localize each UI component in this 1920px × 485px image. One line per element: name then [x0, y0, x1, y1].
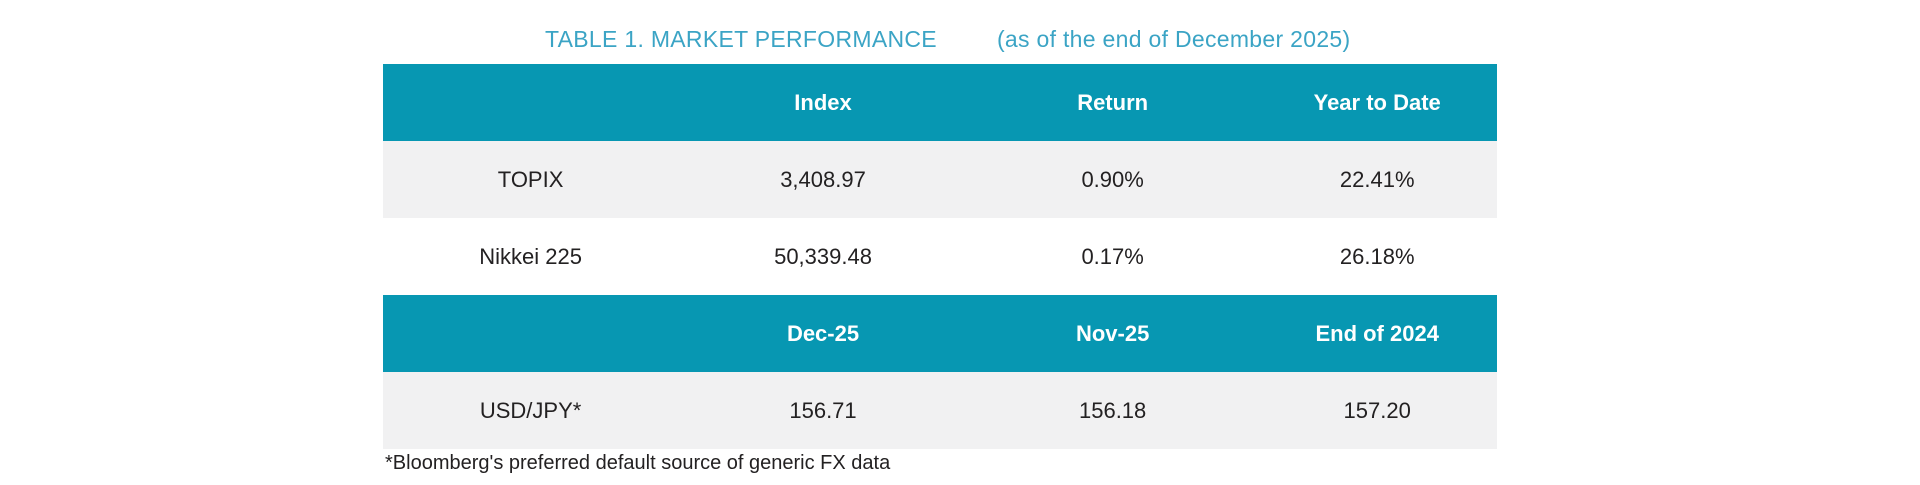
cell-usdjpy-label: USD/JPY* [479, 397, 582, 423]
table-title: TABLE 1. MARKET PERFORMANCE (as of the e… [383, 26, 1497, 53]
table-row-usdjpy: USD/JPY* 156.71 156.18 157.20 [383, 372, 1497, 449]
cell-usdjpy-end2024: 157.20 [1343, 397, 1411, 423]
header-cell-index: Index [794, 89, 852, 115]
table-title-text: TABLE 1. MARKET PERFORMANCE [545, 26, 937, 52]
table-title-asof: (as of the end of December 2025) [996, 26, 1351, 52]
cell-topix-label: TOPIX [497, 166, 564, 192]
footnote: *Bloomberg's preferred default source of… [385, 452, 891, 474]
cell-topix-ytd: 22.41% [1339, 166, 1415, 192]
header-row-index: Index Return Year to Date [383, 64, 1497, 141]
cell-usdjpy-nov: 156.18 [1078, 397, 1147, 423]
header-cell-end2024: End of 2024 [1315, 320, 1439, 346]
header-row-fx: Dec-25 Nov-25 End of 2024 [383, 295, 1497, 372]
cell-nikkei-label: Nikkei 225 [479, 243, 582, 269]
cell-nikkei-return: 0.17% [1081, 243, 1144, 269]
header-cell-return: Return [1077, 89, 1149, 115]
market-performance-table: Index Return Year to Date TOPIX 3,408.97… [383, 64, 1497, 449]
table-row-nikkei: Nikkei 225 50,339.48 0.17% 26.18% [383, 218, 1497, 295]
header-cell-dec25: Dec-25 [786, 320, 860, 346]
header-cell-ytd: Year to Date [1313, 89, 1441, 115]
cell-nikkei-ytd: 26.18% [1339, 243, 1415, 269]
cell-usdjpy-dec: 156.71 [789, 397, 857, 423]
header-cell-nov25: Nov-25 [1075, 320, 1150, 346]
cell-topix-index: 3,408.97 [780, 166, 866, 192]
cell-topix-return: 0.90% [1081, 166, 1144, 192]
table-row-topix: TOPIX 3,408.97 0.90% 22.41% [383, 141, 1497, 218]
cell-nikkei-index: 50,339.48 [774, 243, 872, 269]
